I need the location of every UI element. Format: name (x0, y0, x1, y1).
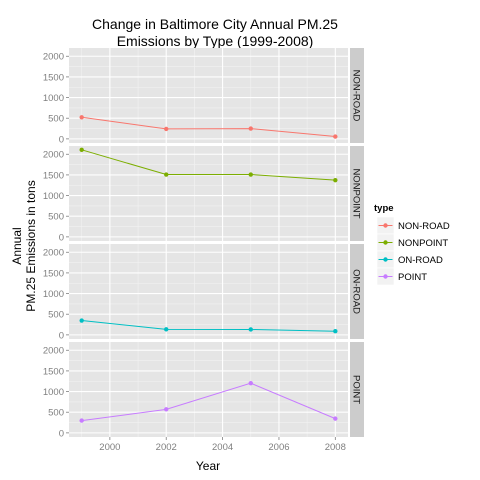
data-point-point-2002 (164, 407, 169, 412)
y-tick-label: 1000 (43, 191, 64, 202)
facet-panel-non-road: 0 500 1000 1500 2000 NON-ROAD (43, 48, 364, 145)
facet-strip-label: NONPOINT (351, 168, 362, 218)
data-point-nonpoint-2005 (248, 172, 253, 177)
y-axis-title-line2: PM.25 Emissions in tons (24, 180, 38, 311)
y-tick-label: 1000 (43, 93, 64, 104)
y-tick-label: 2000 (43, 248, 64, 259)
legend-item-nonpoint: NONPOINT (376, 233, 448, 252)
panel-background (69, 244, 348, 339)
x-tick-label: 2000 (99, 442, 120, 453)
series-line-nonpoint (81, 149, 336, 181)
legend-item-point: POINT (376, 267, 427, 286)
y-tick-label: 500 (48, 310, 64, 321)
facet-panel-on-road: 0 500 1000 1500 2000 ON-ROAD (43, 244, 364, 341)
legend-label-point: POINT (398, 272, 427, 283)
legend-label-nonpoint: NONPOINT (398, 238, 448, 249)
data-point-on-road-2002 (164, 327, 169, 332)
data-point-on-road-1999 (79, 318, 84, 323)
x-axis-title: Year (196, 459, 220, 473)
facet-panel-point: 0 500 1000 1500 2000 POINT (43, 342, 364, 439)
facet-strip (350, 48, 364, 143)
panel-background (69, 48, 348, 143)
series-line-non-road (81, 116, 336, 138)
legend-key-point-point (383, 274, 388, 279)
panel-background (69, 342, 348, 437)
x-tick-label: 2008 (325, 442, 346, 453)
legend-title: type (374, 203, 394, 214)
x-tick-label: 2006 (268, 442, 289, 453)
y-tick-label: 500 (48, 408, 64, 419)
legend-label-non-road: NON-ROAD (398, 221, 450, 232)
chart-title-line2: Emissions by Type (1999-2008) (117, 33, 314, 49)
chart-title-line1: Change in Baltimore City Annual PM.25 (92, 16, 338, 32)
y-axis-title-line1: Annual (10, 227, 24, 264)
x-tick-label: 2004 (212, 442, 233, 453)
legend-item-non-road: NON-ROAD (376, 216, 450, 235)
data-point-non-road-2002 (164, 126, 169, 132)
y-tick-label: 1500 (43, 268, 64, 279)
legend-key-point-non-road (383, 223, 388, 228)
x-axis: 2000 2002 2004 2006 2008 (99, 437, 346, 453)
y-tick-label: 500 (48, 212, 64, 223)
y-tick-label: 2000 (43, 52, 64, 63)
facet-strip-label: POINT (351, 375, 362, 404)
panel-background (69, 146, 348, 241)
data-point-nonpoint-2008 (333, 177, 338, 183)
data-point-on-road-2008 (333, 329, 338, 334)
legend-key-point-on-road (383, 257, 388, 262)
data-point-nonpoint-1999 (79, 147, 84, 153)
y-tick-label: 2000 (43, 150, 64, 161)
data-point-nonpoint-2002 (164, 172, 169, 177)
y-tick-label: 1500 (43, 170, 64, 181)
data-point-point-2008 (333, 416, 338, 421)
y-tick-label: 1000 (43, 387, 64, 398)
data-point-on-road-2005 (248, 327, 253, 332)
legend: type NON-ROAD NONPOINT ON-ROAD POINT (374, 203, 450, 286)
data-point-non-road-2005 (248, 126, 253, 131)
y-tick-label: 0 (59, 232, 64, 243)
y-tick-label: 1500 (43, 366, 64, 377)
legend-item-on-road: ON-ROAD (376, 250, 443, 269)
y-tick-label: 500 (48, 114, 64, 125)
y-tick-label: 0 (59, 134, 64, 145)
facet-panels: 0 500 1000 1500 2000 NON-ROAD 0 500 1000 1500 2000… (43, 48, 364, 439)
legend-key-point-nonpoint (383, 240, 388, 245)
data-point-non-road-2008 (333, 134, 338, 139)
y-tick-label: 2000 (43, 346, 64, 357)
facet-panel-nonpoint: 0 500 1000 1500 2000 NONPOINT (43, 146, 364, 243)
data-point-point-1999 (79, 418, 84, 423)
y-tick-label: 0 (59, 330, 64, 341)
facet-strip-label: NON-ROAD (351, 70, 362, 122)
series-line-point (81, 382, 336, 422)
facet-strip (350, 146, 364, 241)
facet-strip (350, 244, 364, 339)
y-tick-label: 1500 (43, 72, 64, 83)
facet-strip-label: ON-ROAD (351, 269, 362, 314)
data-point-non-road-1999 (79, 115, 84, 120)
data-point-point-2005 (248, 381, 253, 386)
x-tick-label: 2002 (156, 442, 177, 453)
y-tick-label: 0 (59, 428, 64, 439)
facet-strip (350, 342, 364, 437)
legend-label-on-road: ON-ROAD (398, 255, 443, 266)
series-line-on-road (81, 320, 336, 332)
y-tick-label: 1000 (43, 289, 64, 300)
